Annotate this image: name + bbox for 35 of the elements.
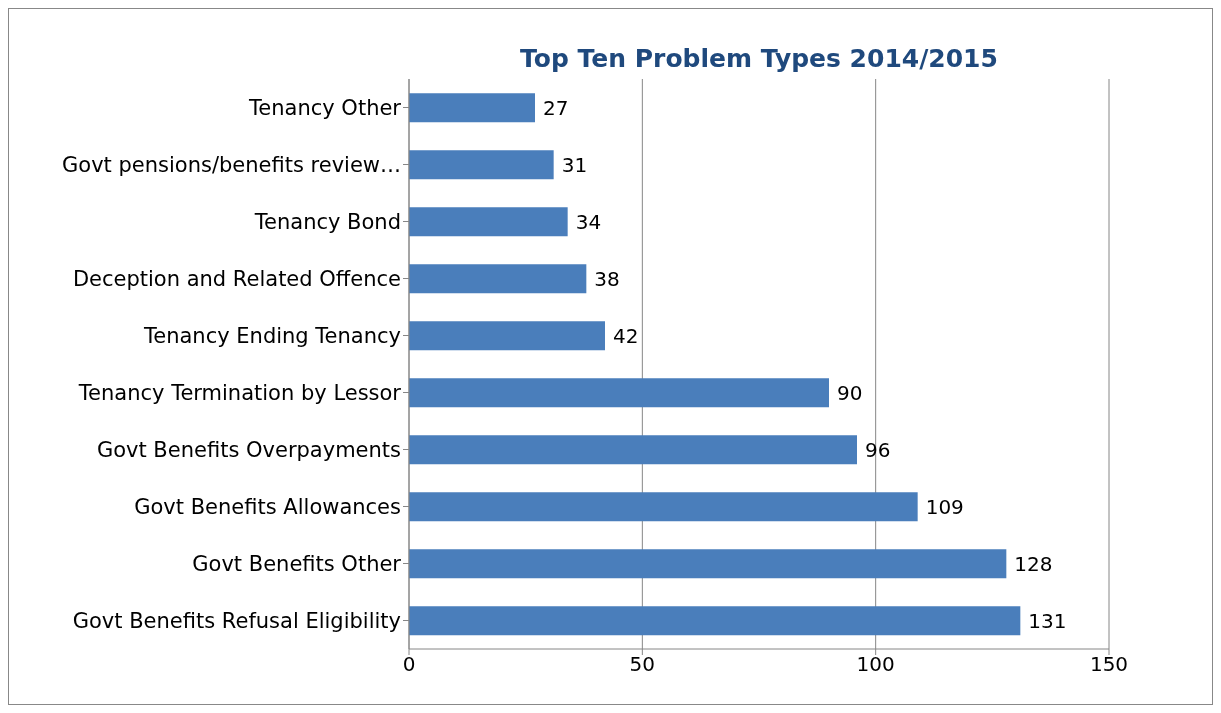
y-tick-label: Govt Benefits Allowances [134,494,401,519]
x-tick-label: 150 [1089,652,1129,677]
data-label: 27 [543,95,569,120]
chart-title: Top Ten Problem Types 2014/2015 [519,44,999,73]
bar [409,435,857,465]
y-tick-label: Govt Benefits Other [192,551,402,576]
data-label: 31 [561,152,588,177]
bar [409,207,568,237]
data-label: 109 [925,494,964,519]
y-tick-label: Govt Benefits Overpayments [96,437,401,462]
bar [409,378,829,408]
data-label: 42 [613,323,639,348]
data-label: 90 [837,380,863,405]
data-label: 96 [865,437,891,462]
data-label: 131 [1028,608,1067,633]
bar [409,492,918,522]
bar [409,150,554,180]
x-tick-label: 0 [402,652,416,677]
y-tick-label: Tenancy Other [248,95,402,120]
data-label: 128 [1014,551,1053,576]
bar [409,93,535,123]
bar [409,549,1007,579]
y-tick-label: Tenancy Ending Tenancy [142,323,401,348]
bar [409,321,605,351]
data-label: 38 [594,266,620,291]
bar [409,606,1021,636]
bar [409,264,587,294]
y-tick-label: Govt Benefits Refusal Eligibility [72,608,401,633]
x-tick-label: 50 [629,652,656,677]
x-tick-label: 100 [856,652,895,677]
data-label: 34 [575,209,602,234]
y-tick-label: Tenancy Termination by Lessor [77,380,402,405]
y-tick-label: Govt pensions/benefits review… [62,152,401,177]
y-tick-label: Tenancy Bond [253,209,401,234]
y-tick-label: Deception and Related Offence [72,266,401,291]
